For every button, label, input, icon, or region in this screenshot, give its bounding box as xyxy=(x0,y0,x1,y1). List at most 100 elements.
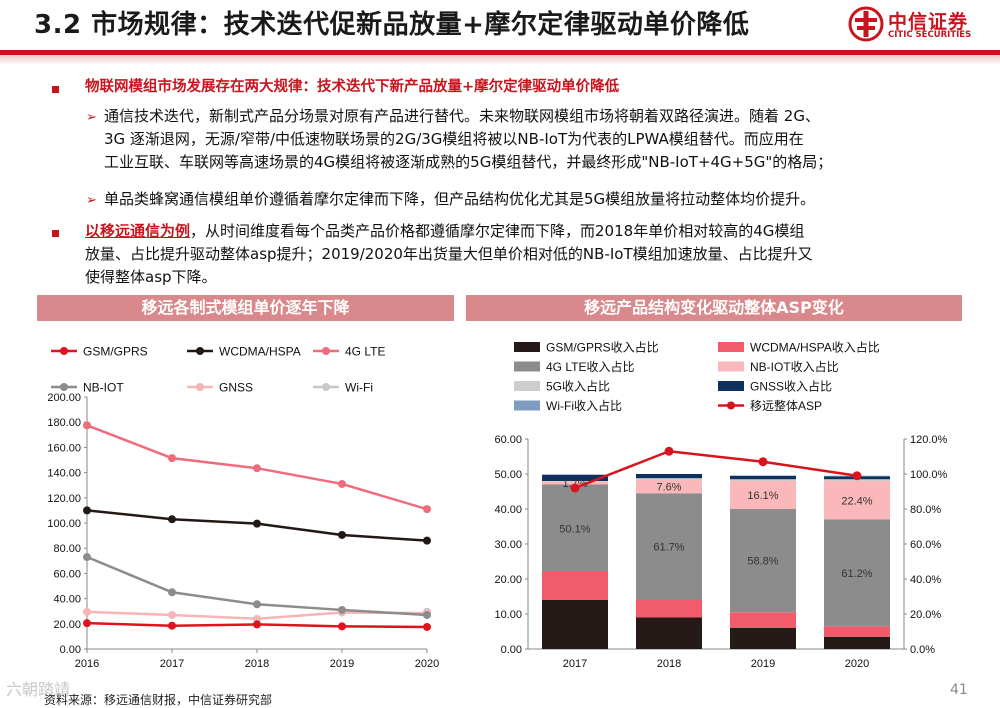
legend-item: GNSS xyxy=(187,381,253,395)
data-point xyxy=(168,515,176,524)
legend-item: Wi-Fi xyxy=(313,381,373,395)
y2-tick-label: 40.0% xyxy=(910,574,941,586)
data-point xyxy=(83,506,91,515)
x-tick-label: 2020 xyxy=(415,658,439,670)
legend-marker xyxy=(196,347,204,355)
data-point xyxy=(423,536,431,545)
combo-bar-chart: GSM/GPRS收入占比 WCDMA/HSPA收入占比 4G LTE收入占比 NB-I… xyxy=(494,340,948,671)
legend-label: GNSS xyxy=(219,381,253,395)
data-label: 61.2% xyxy=(841,568,872,580)
legend-item: 移远整体ASP xyxy=(718,398,822,413)
y2-tick-label: 60.0% xyxy=(910,539,941,551)
paragraph-line: 单品类蜂窝通信模组单价遵循着摩尔定律而下降，但产品结构优化尤其是5G模组放量将拉… xyxy=(104,190,816,208)
legend-item: 4G LTE xyxy=(313,345,385,359)
line-chart: GSM/GPRS WCDMA/HSPA 4G LTE NB-IOT GNSS Wi-Fi 0… xyxy=(47,345,439,671)
legend-marker xyxy=(322,347,330,355)
legend-swatch xyxy=(514,381,540,391)
data-label: 7.6% xyxy=(656,482,681,494)
bar-segment xyxy=(636,600,702,618)
data-point xyxy=(83,553,91,562)
x-tick-label: 2018 xyxy=(245,658,269,670)
legend-swatch xyxy=(718,381,744,391)
data-label: 50.1% xyxy=(559,523,590,535)
bar-segment xyxy=(542,600,608,649)
source-note: 资料来源：移远通信财报，中信证券研究部 xyxy=(44,693,273,707)
y-tick-label: 160.00 xyxy=(47,442,81,454)
y-tick-label: 140.00 xyxy=(47,468,81,480)
bar-segment xyxy=(730,481,796,509)
y2-tick-label: 20.0% xyxy=(910,609,941,621)
x-tick-label: 2017 xyxy=(563,658,587,670)
legend-label: GSM/GPRS xyxy=(83,345,148,359)
y-tick-label: 180.00 xyxy=(47,417,81,429)
paragraph-example: 以移远通信为例，从时间维度看每个品类产品价格都遵循摩尔定律而下降，而2018年单… xyxy=(85,220,804,242)
bar-segment xyxy=(730,479,796,481)
page-title: 3.2 市场规律：技术迭代促新品放量+摩尔定律驱动单价降低 xyxy=(34,10,750,40)
y-tick-label: 20.00 xyxy=(494,574,522,586)
data-point xyxy=(338,605,346,614)
title-rule xyxy=(0,50,1000,55)
highlight-example: 以移远通信为例 xyxy=(85,222,191,240)
citic-logo: 中信证券 CITIC SECURITIES xyxy=(848,6,998,46)
legend-item: Wi-Fi收入占比 xyxy=(514,398,622,413)
y-tick-label: 40.00 xyxy=(494,504,522,516)
legend-item: GSM/GPRS xyxy=(51,345,148,359)
data-point xyxy=(253,600,261,609)
legend-label: 4G LTE收入占比 xyxy=(546,359,634,374)
bar-segment xyxy=(636,617,702,649)
bar-segment xyxy=(636,493,702,600)
data-point xyxy=(423,505,431,514)
legend-item: GSM/GPRS收入占比 xyxy=(514,340,659,355)
legend-item: NB-IOT收入占比 xyxy=(718,359,839,374)
data-point xyxy=(423,622,431,631)
logo-en-text: CITIC SECURITIES xyxy=(888,30,972,40)
x-tick-label: 2019 xyxy=(751,658,775,670)
bar-segment xyxy=(730,509,796,613)
paragraph-headline: 物联网模组市场发展存在两大规律：技术迭代下新产品放量+摩尔定律驱动单价降低 xyxy=(85,79,620,95)
y-tick-label: 80.00 xyxy=(53,543,81,555)
legend-label: Wi-Fi收入占比 xyxy=(546,398,622,413)
y2-tick-label: 120.0% xyxy=(910,434,948,446)
bar-segment xyxy=(542,474,608,481)
paragraph-line: 3G 逐渐退网，无源/窄带/中低速物联场景的2G/3G模组将被以NB-IoT为代… xyxy=(104,130,804,148)
legend-swatch xyxy=(718,342,744,352)
legend-item: NB-IOT xyxy=(51,381,124,395)
x-tick-label: 2016 xyxy=(75,658,99,670)
legend-label: 4G LTE xyxy=(345,345,385,359)
legend-label: GNSS收入占比 xyxy=(750,379,832,394)
y-tick-label: 50.00 xyxy=(494,469,522,481)
data-point xyxy=(338,622,346,631)
arrow-icon: ➢ xyxy=(86,110,97,125)
arrow-icon: ➢ xyxy=(86,193,97,208)
y-tick-label: 30.00 xyxy=(494,539,522,551)
data-point xyxy=(253,620,261,629)
title-rule-shadow xyxy=(0,55,1000,65)
bullet-square-icon xyxy=(52,86,59,93)
data-point xyxy=(83,421,91,430)
y-tick-label: 10.00 xyxy=(494,609,522,621)
bar-segment xyxy=(824,481,890,520)
legend-item: GNSS收入占比 xyxy=(718,379,832,394)
legend-swatch xyxy=(514,342,540,352)
data-label: 16.1% xyxy=(747,490,778,502)
legend-item: 5G收入占比 xyxy=(514,379,610,394)
data-point xyxy=(83,619,91,628)
data-point xyxy=(253,614,261,623)
data-label: 61.7% xyxy=(653,542,684,554)
page-number: 41 xyxy=(950,682,968,698)
data-point xyxy=(168,588,176,597)
x-tick-label: 2020 xyxy=(845,658,869,670)
legend-marker xyxy=(60,347,68,355)
data-label: 58.8% xyxy=(747,556,778,568)
asp-line xyxy=(574,449,858,490)
legend-item: WCDMA/HSPA xyxy=(187,345,301,359)
legend-label: NB-IOT收入占比 xyxy=(750,359,839,374)
asp-point xyxy=(852,471,862,481)
data-point xyxy=(338,530,346,539)
y-tick-label: 60.00 xyxy=(53,568,81,580)
y-tick-label: 0.00 xyxy=(501,644,522,656)
watermark: 六朝踏靖 xyxy=(6,680,71,699)
legend-label: GSM/GPRS收入占比 xyxy=(546,340,659,355)
paragraph-text: ，从时间维度看每个品类产品价格都遵循摩尔定律而下降，而2018年单价相对较高的4… xyxy=(190,222,805,240)
y-tick-label: 40.00 xyxy=(53,594,81,606)
